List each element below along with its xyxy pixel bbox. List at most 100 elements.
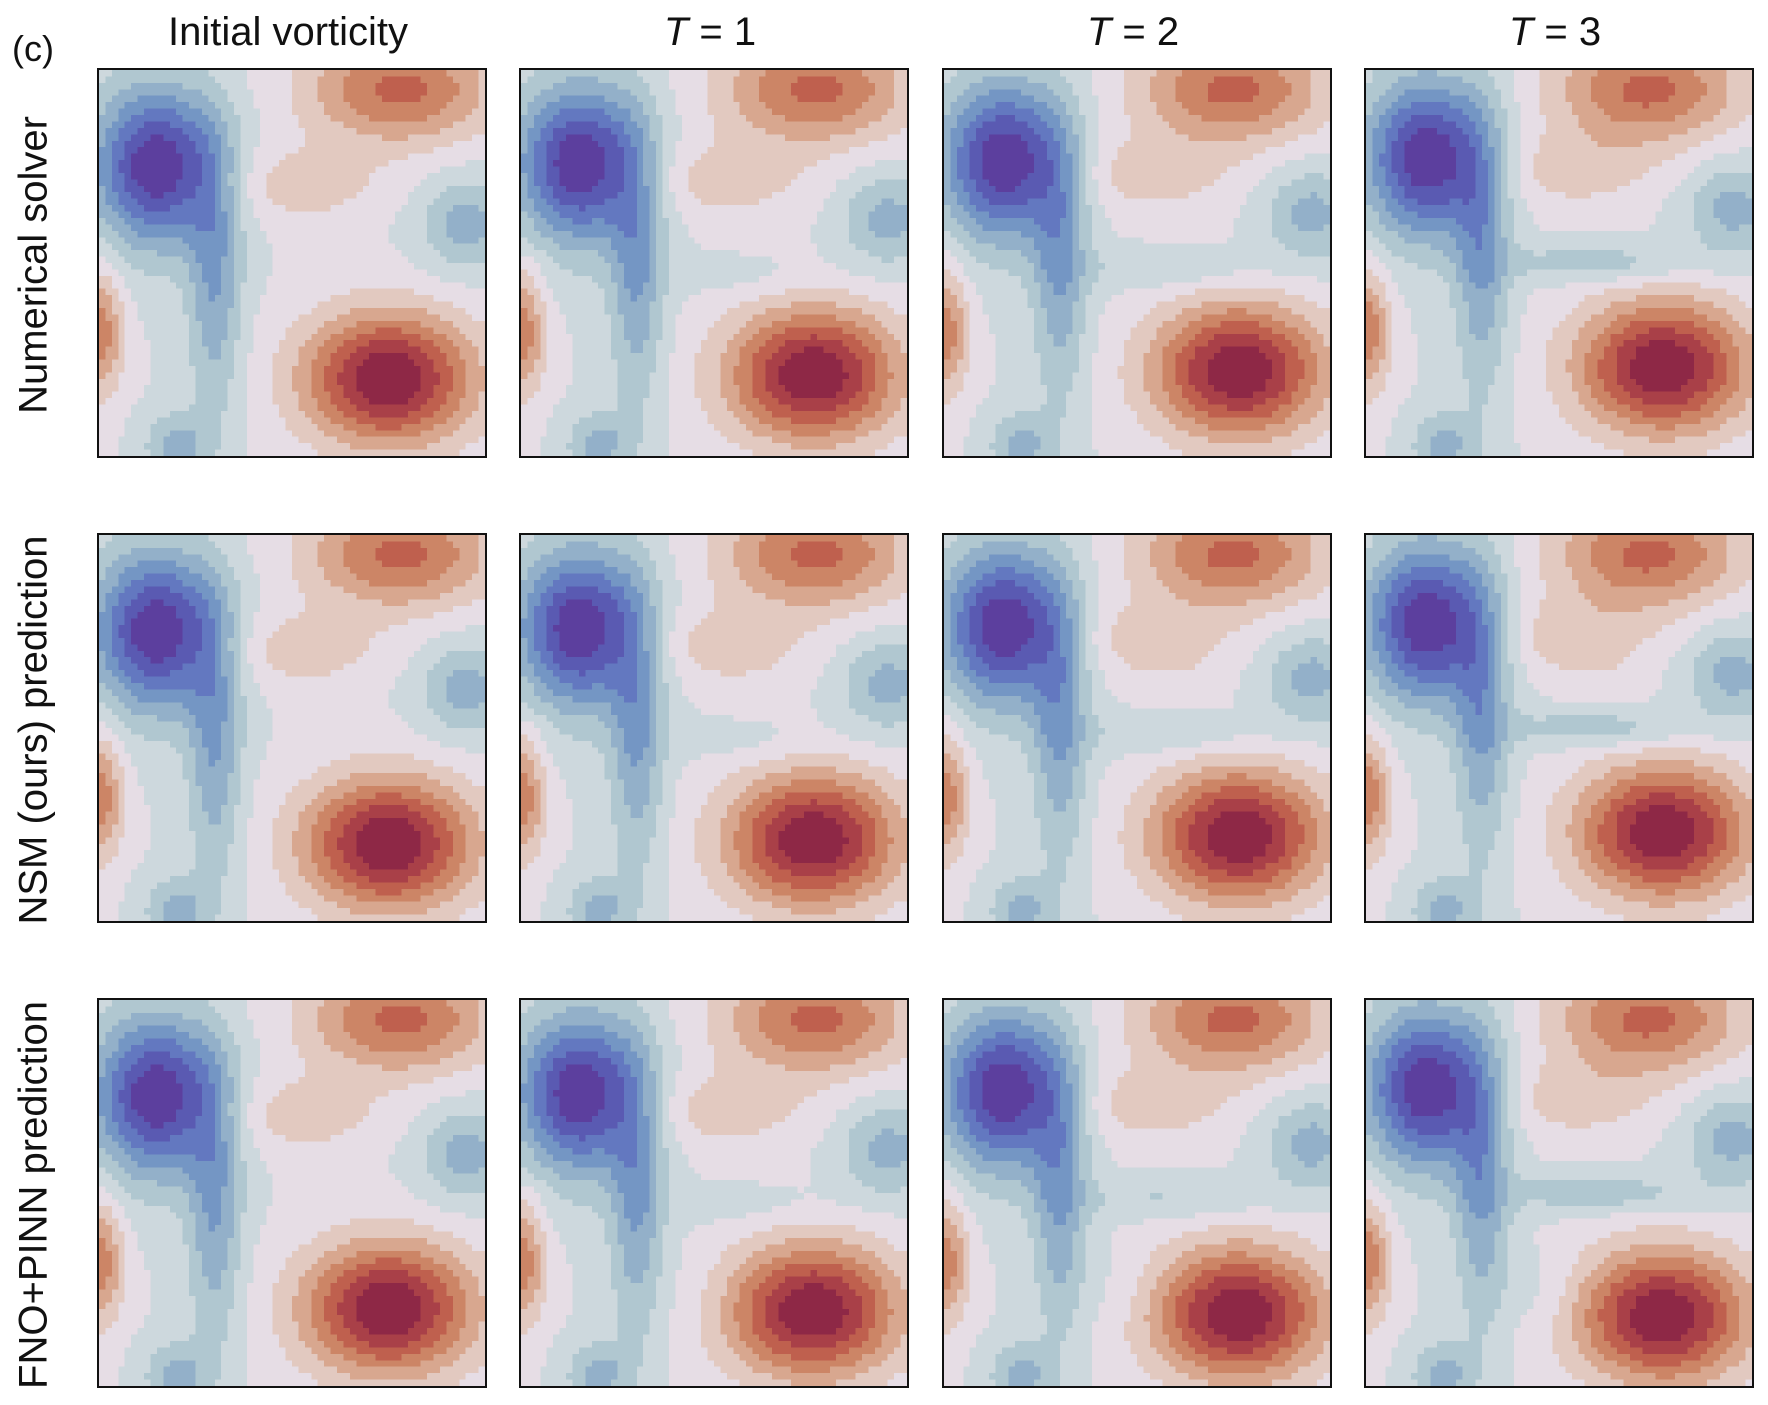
contour-cell [472, 160, 480, 168]
contour-cell [99, 327, 107, 335]
contour-cell [221, 108, 229, 116]
contour-cell [540, 134, 548, 142]
contour-cell [623, 211, 631, 219]
contour-cell [343, 443, 351, 451]
contour-cell [227, 346, 235, 354]
contour-cell [279, 230, 287, 238]
contour-cell [246, 275, 254, 283]
contour-cell [349, 295, 357, 303]
contour-cell [208, 372, 216, 380]
contour-cell [688, 166, 696, 174]
contour-cell [337, 217, 345, 225]
contour-cell [118, 263, 126, 271]
contour-cell [401, 134, 409, 142]
contour-cell [169, 166, 177, 174]
contour-cell [433, 410, 441, 418]
contour-cell [900, 198, 907, 206]
contour-cell [304, 404, 312, 412]
contour-cell [681, 205, 689, 213]
contour-cell [311, 263, 319, 271]
contour-cell [842, 205, 850, 213]
contour-cell [433, 192, 441, 200]
contour-cell [617, 198, 625, 206]
contour-cell [201, 269, 209, 277]
contour-cell [420, 372, 428, 380]
contour-cell [585, 172, 593, 180]
contour-cell [617, 115, 625, 123]
contour-cell [208, 95, 216, 103]
contour-cell [407, 410, 415, 418]
contour-cell [881, 211, 889, 219]
contour-cell [118, 398, 126, 406]
contour-cell [823, 153, 831, 161]
contour-cell [388, 140, 396, 148]
contour-cell [407, 237, 415, 245]
contour-cell [298, 70, 306, 78]
contour-cell [720, 108, 728, 116]
contour-cell [382, 288, 390, 296]
contour-cell [804, 82, 812, 90]
contour-cell [465, 250, 473, 258]
contour-cell [163, 423, 171, 431]
contour-cell [279, 76, 287, 84]
contour-cell [733, 121, 741, 129]
contour-cell [446, 95, 454, 103]
contour-cell [311, 230, 319, 238]
contour-cell [214, 82, 222, 90]
contour-cell [362, 327, 370, 335]
contour-cell [246, 166, 254, 174]
contour-cell [227, 417, 235, 425]
contour-cell [452, 89, 460, 97]
contour-cell [662, 205, 670, 213]
contour-cell [611, 82, 619, 90]
contour-cell [382, 82, 390, 90]
contour-cell [317, 179, 325, 187]
contour-cell [201, 147, 209, 155]
contour-cell [478, 82, 485, 90]
contour-cell [349, 417, 357, 425]
contour-cell [330, 320, 338, 328]
contour-cell [240, 82, 248, 90]
contour-cell [253, 378, 261, 386]
contour-cell [195, 134, 203, 142]
contour-cell [221, 320, 229, 328]
contour-cell [304, 76, 312, 84]
contour-cell [546, 140, 554, 148]
contour-cell [643, 147, 651, 155]
contour-cell [343, 391, 351, 399]
contour-cell [572, 76, 580, 84]
contour-cell [394, 365, 402, 373]
contour-cell [169, 237, 177, 245]
contour-cell [662, 185, 670, 193]
contour-cell [111, 179, 119, 187]
contour-cell [169, 134, 177, 142]
contour-cell [874, 89, 882, 97]
contour-cell [636, 179, 644, 187]
contour-cell [752, 102, 760, 110]
contour-cell [478, 391, 485, 399]
contour-cell [459, 417, 467, 425]
contour-cell [208, 423, 216, 431]
contour-cell [240, 256, 248, 264]
contour-cell [407, 340, 415, 348]
contour-cell [401, 153, 409, 161]
contour-cell [214, 295, 222, 303]
contour-cell [894, 166, 902, 174]
contour-cell [521, 205, 529, 213]
contour-cell [176, 327, 184, 335]
contour-cell [578, 166, 586, 174]
contour-cell [156, 70, 164, 78]
contour-cell [578, 134, 586, 142]
contour-cell [356, 76, 364, 84]
contour-cell [849, 89, 857, 97]
contour-cell [259, 372, 267, 380]
contour-cell [733, 166, 741, 174]
contour-cell [394, 217, 402, 225]
contour-cell [195, 295, 203, 303]
contour-cell [189, 127, 197, 135]
contour-cell [452, 121, 460, 129]
contour-cell [401, 359, 409, 367]
contour-cell [394, 430, 402, 438]
contour-cell [388, 430, 396, 438]
contour-cell [401, 192, 409, 200]
